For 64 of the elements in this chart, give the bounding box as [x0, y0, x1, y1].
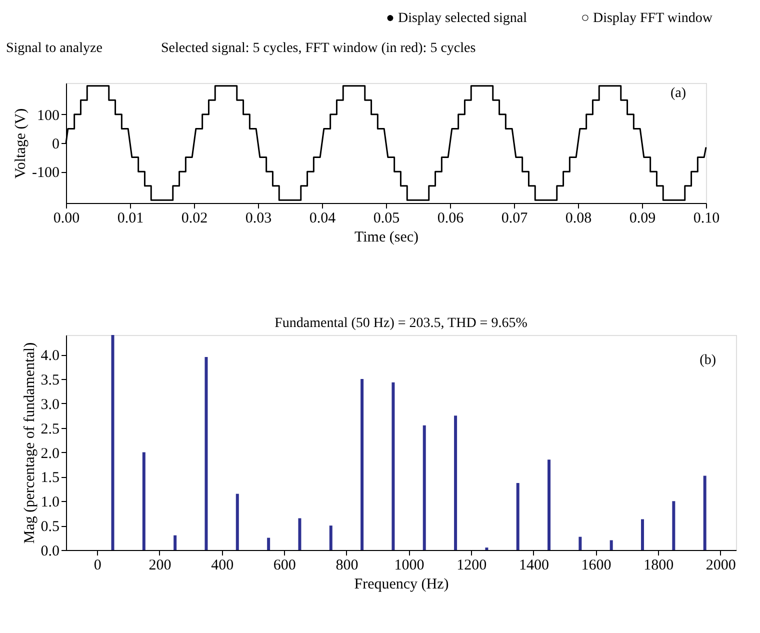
x-axis-title: Time (sec): [354, 230, 419, 246]
y-tick-label: -100: [32, 165, 60, 182]
x-tick-label: 0.02: [181, 210, 208, 226]
x-tick-label: 0.08: [565, 210, 592, 226]
bar: [298, 518, 302, 550]
bar: [360, 378, 364, 550]
y-tick-label: 0.5: [40, 519, 60, 536]
annotation: (a): [670, 86, 686, 101]
y-tick-label: 0.0: [40, 544, 60, 560]
y-tick-label: 4.0: [40, 348, 60, 364]
x-tick-label: 0.10: [693, 210, 720, 226]
x-tick-label: 800: [336, 558, 358, 574]
x-tick-label: 0.05: [373, 210, 400, 226]
bar: [610, 540, 613, 550]
bar: [578, 536, 582, 550]
chart-subtitle: Selected signal: 5 cycles, FFT window (in red): 5 cycles: [161, 41, 476, 56]
bar: [548, 460, 551, 550]
x-tick-label: 1800: [644, 558, 674, 574]
y-tick-label: 1.0: [40, 494, 60, 511]
y-tick-label: 2.0: [40, 446, 60, 462]
bar: [516, 483, 520, 550]
bar: [454, 416, 458, 550]
y-tick-label: 2.5: [40, 421, 60, 438]
bar: [422, 425, 426, 550]
bar: [174, 535, 177, 550]
bar: [703, 476, 706, 550]
bar: [142, 452, 146, 550]
x-tick-label: 0.03: [245, 210, 272, 226]
y-axis-title: Mag (percentage of fundamental): [22, 342, 38, 544]
x-tick-label: 0.00: [53, 210, 80, 226]
x-tick-label: 200: [148, 558, 172, 574]
x-tick-label: 0.06: [437, 210, 464, 226]
x-axis-title: Frequency (Hz): [354, 576, 449, 592]
bar: [236, 494, 239, 550]
y-tick-label: 3.0: [40, 396, 60, 413]
bar: [111, 335, 114, 550]
x-tick-label: 1400: [518, 558, 549, 574]
x-tick-label: 0.01: [117, 210, 144, 226]
bar: [641, 519, 644, 550]
bar: [329, 526, 332, 550]
bar: [267, 538, 270, 550]
y-tick-label: 3.5: [40, 372, 60, 388]
bar: [392, 382, 395, 550]
chart-title: Fundamental (50 Hz) = 203.5, THD = 9.65%: [274, 316, 528, 331]
x-tick-label: 0.04: [309, 210, 336, 226]
x-tick-label: 0.07: [501, 210, 528, 226]
x-tick-label: 1200: [456, 558, 487, 574]
x-tick-label: 0.09: [629, 210, 656, 226]
y-tick-label: 100: [37, 108, 60, 124]
x-tick-label: 0: [94, 558, 102, 574]
y-tick-label: 1.5: [40, 470, 60, 486]
y-tick-label: 0: [52, 136, 60, 152]
x-tick-label: 400: [211, 558, 234, 574]
bar: [204, 356, 208, 550]
text: ● Display selected signal: [386, 11, 528, 26]
chart-title: Signal to analyze: [6, 41, 102, 56]
x-tick-label: 2000: [706, 558, 736, 574]
x-tick-label: 1000: [394, 558, 424, 574]
x-tick-label: 1600: [581, 558, 612, 574]
annotation: (b): [700, 353, 716, 368]
bar: [672, 501, 676, 550]
x-tick-label: 600: [273, 558, 296, 574]
y-axis-title: Voltage (V): [13, 108, 30, 179]
text: ○ Display FFT window: [581, 11, 714, 26]
